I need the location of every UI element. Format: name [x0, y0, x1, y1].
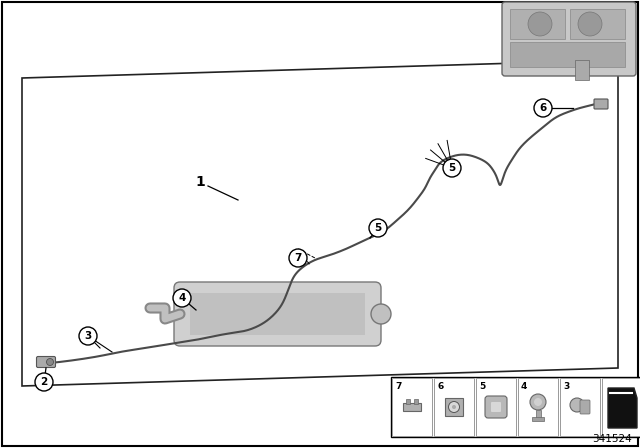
Circle shape: [173, 289, 191, 307]
Text: 3: 3: [563, 382, 569, 391]
Text: 5: 5: [374, 223, 381, 233]
Bar: [570, 9, 625, 39]
Bar: [510, 42, 625, 67]
Circle shape: [534, 398, 542, 406]
Bar: [403, 403, 421, 411]
Bar: [391, 377, 640, 437]
Text: 3: 3: [84, 331, 92, 341]
Bar: [532, 417, 544, 421]
Bar: [414, 399, 418, 404]
Bar: [190, 293, 365, 335]
Text: 4: 4: [179, 293, 186, 303]
FancyBboxPatch shape: [502, 2, 636, 76]
Bar: [560, 378, 600, 436]
FancyBboxPatch shape: [36, 357, 56, 367]
Bar: [575, 60, 589, 80]
Bar: [434, 378, 474, 436]
Bar: [602, 378, 640, 436]
Text: 6: 6: [437, 382, 444, 391]
Circle shape: [79, 327, 97, 345]
Text: 5: 5: [479, 382, 485, 391]
Text: 341524: 341524: [592, 434, 632, 444]
Circle shape: [530, 394, 546, 410]
Polygon shape: [22, 60, 618, 386]
Bar: [536, 410, 541, 419]
Circle shape: [369, 219, 387, 237]
FancyBboxPatch shape: [594, 99, 608, 109]
Text: 5: 5: [449, 163, 456, 173]
Text: 6: 6: [540, 103, 547, 113]
Text: 2: 2: [40, 377, 47, 387]
Circle shape: [371, 304, 391, 324]
FancyBboxPatch shape: [485, 396, 507, 418]
Circle shape: [47, 358, 54, 366]
Circle shape: [528, 12, 552, 36]
Circle shape: [578, 12, 602, 36]
Bar: [445, 398, 463, 416]
Bar: [392, 378, 432, 436]
Circle shape: [534, 99, 552, 117]
Circle shape: [443, 159, 461, 177]
Text: 1: 1: [195, 175, 205, 189]
Bar: [518, 378, 558, 436]
Circle shape: [35, 373, 53, 391]
Text: 7: 7: [294, 253, 301, 263]
FancyBboxPatch shape: [580, 400, 590, 414]
Bar: [406, 399, 410, 404]
Bar: [476, 378, 516, 436]
FancyBboxPatch shape: [174, 282, 381, 346]
FancyBboxPatch shape: [491, 402, 501, 412]
Circle shape: [452, 405, 456, 409]
Bar: [510, 9, 565, 39]
Circle shape: [570, 398, 584, 412]
Circle shape: [289, 249, 307, 267]
Polygon shape: [608, 388, 637, 428]
Text: 7: 7: [395, 382, 401, 391]
Text: 4: 4: [521, 382, 527, 391]
Circle shape: [449, 401, 460, 413]
